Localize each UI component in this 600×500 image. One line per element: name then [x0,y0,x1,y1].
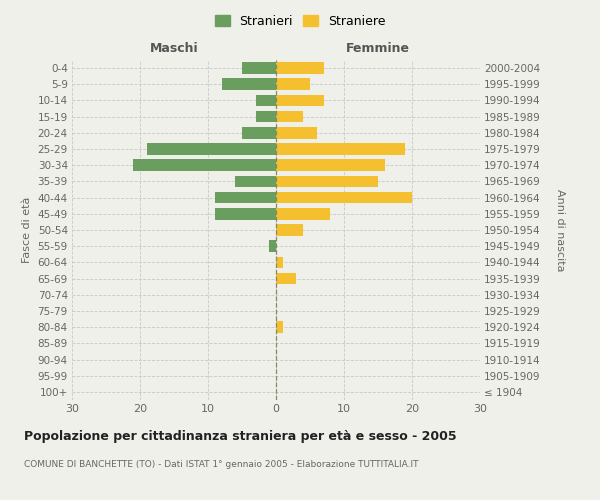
Text: Popolazione per cittadinanza straniera per età e sesso - 2005: Popolazione per cittadinanza straniera p… [24,430,457,443]
Text: Maschi: Maschi [149,42,199,55]
Text: Femmine: Femmine [346,42,410,55]
Bar [147,143,276,155]
Bar [133,160,276,171]
Bar [276,192,412,203]
Bar [276,94,323,106]
Bar [242,127,276,138]
Bar [276,62,323,74]
Bar [242,62,276,74]
Bar [276,176,378,188]
Bar [235,176,276,188]
Text: COMUNE DI BANCHETTE (TO) - Dati ISTAT 1° gennaio 2005 - Elaborazione TUTTITALIA.: COMUNE DI BANCHETTE (TO) - Dati ISTAT 1°… [24,460,419,469]
Y-axis label: Fasce di età: Fasce di età [22,197,32,263]
Bar [276,78,310,90]
Bar [276,160,385,171]
Bar [276,143,405,155]
Bar [276,256,283,268]
Bar [276,111,303,122]
Bar [276,127,317,138]
Bar [276,322,283,333]
Bar [276,272,296,284]
Bar [215,208,276,220]
Bar [276,224,303,236]
Bar [221,78,276,90]
Bar [256,111,276,122]
Bar [269,240,276,252]
Bar [276,208,331,220]
Y-axis label: Anni di nascita: Anni di nascita [555,188,565,271]
Bar [215,192,276,203]
Bar [256,94,276,106]
Legend: Stranieri, Straniere: Stranieri, Straniere [211,11,389,32]
